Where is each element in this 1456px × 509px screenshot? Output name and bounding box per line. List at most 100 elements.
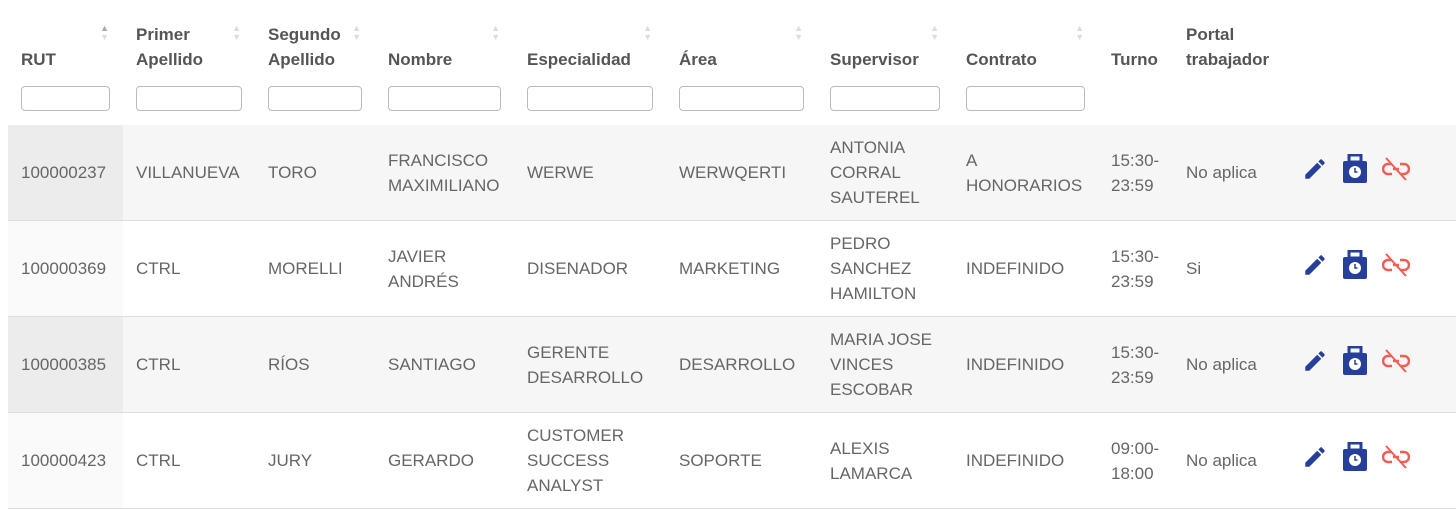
actions-header: [1288, 0, 1456, 72]
column-header-2[interactable]: Segundo Apellido ▲ ▼: [255, 0, 375, 72]
actions-cell: [1288, 220, 1456, 317]
cell-contrato: INDEFINIDO: [953, 412, 1098, 509]
workers-table: RUT ▲ ▼ Primer Apellido ▲ ▼ Segundo Apellido ▲ ▼…: [8, 0, 1456, 509]
column-header-6[interactable]: Supervisor ▲ ▼: [817, 0, 953, 72]
cell-contrato: A HONORARIOS: [953, 125, 1098, 221]
sort-icon[interactable]: ▲ ▼: [930, 23, 939, 42]
cell-portal: Si: [1173, 220, 1288, 317]
column-header-7[interactable]: Contrato ▲ ▼: [953, 0, 1098, 72]
filter-input-6[interactable]: [830, 86, 940, 111]
column-header-3[interactable]: Nombre ▲ ▼: [375, 0, 514, 72]
column-header-0[interactable]: RUT ▲ ▼: [8, 0, 123, 72]
actions-cell: [1288, 125, 1456, 221]
actions-cell: [1288, 316, 1456, 413]
sort-icon[interactable]: ▲ ▼: [794, 23, 803, 42]
unlink-icon[interactable]: [1381, 252, 1411, 285]
clock-bag-icon[interactable]: [1342, 249, 1368, 287]
filter-input-5[interactable]: [679, 86, 804, 111]
cell-rut: 100000237: [8, 125, 123, 221]
filter-input-7[interactable]: [966, 86, 1085, 111]
filter-cell: [375, 72, 514, 125]
cell-segundo: MORELLI: [255, 220, 375, 317]
pencil-icon[interactable]: [1302, 444, 1328, 477]
cell-segundo: TORO: [255, 125, 375, 221]
actions-cell: [1288, 412, 1456, 509]
filter-input-3[interactable]: [388, 86, 501, 111]
unlink-icon[interactable]: [1381, 444, 1411, 477]
cell-segundo: JURY: [255, 412, 375, 509]
sort-icon[interactable]: ▲ ▼: [232, 23, 241, 42]
filter-cell: [514, 72, 666, 125]
filter-input-0[interactable]: [21, 86, 110, 111]
column-label: Segundo Apellido: [268, 25, 341, 69]
sort-icon[interactable]: ▲ ▼: [643, 23, 652, 42]
filter-cell: [123, 72, 255, 125]
pencil-icon[interactable]: [1302, 348, 1328, 381]
clock-bag-icon[interactable]: [1342, 153, 1368, 191]
cell-especialidad: CUSTOMER SUCCESS ANALYST: [514, 412, 666, 509]
column-header-1[interactable]: Primer Apellido ▲ ▼: [123, 0, 255, 72]
clock-bag-icon[interactable]: [1342, 345, 1368, 383]
filter-cell: [817, 72, 953, 125]
sort-icon[interactable]: ▲ ▼: [352, 23, 361, 42]
cell-especialidad: DISENADOR: [514, 220, 666, 317]
cell-primer: VILLANUEVA: [123, 125, 255, 221]
filter-cell: [953, 72, 1098, 125]
cell-supervisor: ALEXIS LAMARCA: [817, 412, 953, 509]
pencil-icon[interactable]: [1302, 156, 1328, 189]
column-header-9: Portal trabajador: [1173, 0, 1288, 72]
table-row: 100000369 CTRL MORELLI JAVIER ANDRÉS DISENAD…: [8, 220, 1456, 317]
column-label: Contrato: [966, 50, 1037, 69]
filter-cell: [255, 72, 375, 125]
filter-cell: [1098, 72, 1173, 125]
cell-portal: No aplica: [1173, 412, 1288, 509]
cell-area: WERWQERTI: [666, 125, 817, 221]
unlink-icon[interactable]: [1381, 348, 1411, 381]
column-label: Supervisor: [830, 50, 919, 69]
cell-portal: No aplica: [1173, 316, 1288, 413]
cell-turno: 15:30-23:59: [1098, 220, 1173, 317]
cell-segundo: RÍOS: [255, 316, 375, 413]
column-label: Primer Apellido: [136, 25, 204, 69]
filter-input-1[interactable]: [136, 86, 242, 111]
cell-turno: 15:30-23:59: [1098, 125, 1173, 221]
cell-rut: 100000423: [8, 412, 123, 509]
sort-icon[interactable]: ▲ ▼: [1075, 23, 1084, 42]
table-row: 100000385 CTRL RÍOS SANTIAGO GERENTE DESARRO…: [8, 316, 1456, 413]
filter-cell: [8, 72, 123, 125]
cell-turno: 15:30-23:59: [1098, 316, 1173, 413]
cell-turno: 09:00-18:00: [1098, 412, 1173, 509]
unlink-icon[interactable]: [1381, 156, 1411, 189]
cell-especialidad: WERWE: [514, 125, 666, 221]
column-header-5[interactable]: Área ▲ ▼: [666, 0, 817, 72]
cell-rut: 100000369: [8, 220, 123, 317]
sort-icon[interactable]: ▲ ▼: [491, 23, 500, 42]
cell-primer: CTRL: [123, 316, 255, 413]
cell-nombre: SANTIAGO: [375, 316, 514, 413]
cell-contrato: INDEFINIDO: [953, 316, 1098, 413]
cell-portal: No aplica: [1173, 125, 1288, 221]
column-header-8: Turno: [1098, 0, 1173, 72]
column-label: Portal trabajador: [1186, 25, 1270, 69]
cell-primer: CTRL: [123, 220, 255, 317]
cell-nombre: JAVIER ANDRÉS: [375, 220, 514, 317]
filter-input-2[interactable]: [268, 86, 362, 111]
table-row: 100000237 VILLANUEVA TORO FRANCISCO MAXIMIL…: [8, 125, 1456, 221]
sort-icon[interactable]: ▲ ▼: [100, 23, 109, 42]
clock-bag-icon[interactable]: [1342, 441, 1368, 479]
column-label: Área: [679, 50, 717, 69]
cell-primer: CTRL: [123, 412, 255, 509]
column-label: Especialidad: [527, 50, 631, 69]
cell-nombre: FRANCISCO MAXIMILIANO: [375, 125, 514, 221]
cell-especialidad: GERENTE DESARROLLO: [514, 316, 666, 413]
filter-cell: [666, 72, 817, 125]
column-label: Nombre: [388, 50, 453, 69]
column-header-4[interactable]: Especialidad ▲ ▼: [514, 0, 666, 72]
cell-area: SOPORTE: [666, 412, 817, 509]
column-label: Turno: [1111, 50, 1158, 69]
filter-cell: [1173, 72, 1288, 125]
pencil-icon[interactable]: [1302, 252, 1328, 285]
filter-input-4[interactable]: [527, 86, 653, 111]
column-label: RUT: [21, 50, 56, 69]
cell-supervisor: MARIA JOSE VINCES ESCOBAR: [817, 316, 953, 413]
